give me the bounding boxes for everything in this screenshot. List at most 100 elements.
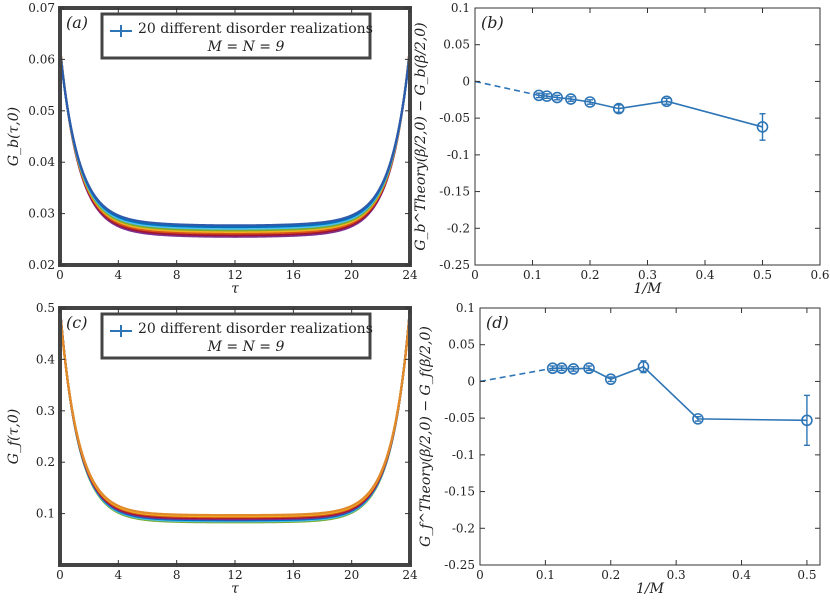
x-tick-label: 0.1 — [523, 268, 542, 282]
data-point — [546, 362, 559, 375]
y-tick-label: 0.3 — [36, 404, 55, 418]
panel-1: 0 0.1 0.2 0.3 0.4 0.5 0.6 0.1 0.05 0 -0.05 -0.1 -0.1… — [413, 1, 830, 297]
data-point — [756, 121, 769, 133]
x-tick-label: 0.3 — [638, 268, 657, 282]
x-axis-label: τ — [231, 581, 239, 597]
x-tick-label: 12 — [227, 268, 242, 282]
y-tick-label: 0.5 — [36, 301, 55, 315]
x-tick-label: 12 — [227, 568, 242, 582]
series-line — [60, 48, 410, 233]
panel-3: 0 0.1 0.2 0.3 0.4 0.5 0.1 0.05 0 -0.05 -0.1 -0.15 -0… — [418, 301, 821, 597]
plot-frame — [474, 7, 821, 266]
y-tick-label: 0.1 — [456, 301, 475, 315]
y-tick-label: -0.2 — [452, 521, 475, 535]
y-axis-label: G_f^Theory(β/2,0) − G_f(β/2,0) — [418, 326, 434, 547]
data-point — [801, 414, 813, 427]
y-tick-label: 0.03 — [28, 207, 55, 221]
data-point — [584, 96, 596, 108]
y-tick-label: -0.15 — [439, 185, 470, 199]
x-axis-label: 1/M — [636, 581, 665, 597]
y-tick-label: 0 — [467, 374, 475, 388]
data-point — [612, 102, 625, 115]
y-tick-label: -0.1 — [452, 448, 475, 462]
x-tick-label: 0 — [476, 568, 484, 582]
series-line — [60, 47, 410, 237]
panel-label: (d) — [486, 313, 509, 332]
x-tick-label: 24 — [402, 268, 418, 282]
panel-label: (b) — [481, 13, 504, 32]
y-tick-label: -0.25 — [439, 258, 470, 272]
data-point — [692, 413, 704, 425]
series-line — [538, 94, 763, 128]
legend-entry: M = N = 9 — [207, 39, 285, 55]
x-tick-label: 16 — [286, 268, 301, 282]
panel-label: (c) — [66, 313, 87, 332]
data-point — [583, 362, 595, 375]
data-point — [555, 362, 568, 375]
legend-entry: 20 different disorder realizations — [138, 321, 373, 337]
panel-label: (a) — [66, 13, 88, 32]
data-point — [660, 95, 673, 108]
data-point — [565, 93, 577, 105]
x-tick-label: 20 — [344, 268, 359, 282]
series-line — [552, 365, 807, 422]
curves-group — [60, 46, 410, 238]
x-tick-label: 0.4 — [732, 568, 751, 582]
x-tick-label: 24 — [402, 568, 418, 582]
plot-frame — [479, 307, 821, 566]
x-tick-label: 0.2 — [601, 568, 620, 582]
data-point — [567, 363, 580, 375]
y-tick-label: 0.4 — [36, 352, 55, 366]
y-tick-label: 0.1 — [36, 507, 55, 521]
x-tick-label: 8 — [173, 568, 181, 582]
y-tick-label: 0 — [462, 74, 470, 88]
y-tick-label: 0.2 — [36, 455, 55, 469]
y-tick-label: 0.05 — [28, 104, 55, 118]
data-point — [637, 360, 650, 373]
x-axis-label: 1/M — [634, 281, 663, 297]
x-tick-label: 0.3 — [667, 568, 686, 582]
series-line — [60, 46, 410, 238]
y-axis-label: G_f(τ,0) — [6, 409, 22, 464]
legend-entry: M = N = 9 — [207, 339, 285, 355]
y-axis-label: G_b^Theory(β/2,0) − G_b(β/2,0) — [413, 22, 429, 250]
panel-0: 0 4 8 12 16 20 24 0.02 0.03 0.04 0.05 0.06 0.07 τ G_b(… — [6, 1, 418, 297]
series-line — [60, 49, 410, 230]
x-tick-label: 0.2 — [580, 268, 599, 282]
legend-box — [100, 312, 372, 360]
x-tick-label: 4 — [115, 568, 123, 582]
y-tick-label: -0.15 — [444, 485, 475, 499]
series-line — [60, 50, 410, 227]
y-axis-label: G_b(τ,0) — [6, 107, 22, 166]
panel-2: 0 4 8 12 16 20 24 0.1 0.2 0.3 0.4 0.5 τ G_f(τ,0) (c) 20… — [6, 301, 418, 597]
extrapolation-line — [479, 367, 553, 383]
data-point — [551, 91, 563, 104]
x-tick-label: 0 — [56, 568, 64, 582]
y-tick-label: 0.04 — [28, 155, 55, 169]
y-tick-label: 0.06 — [28, 52, 55, 66]
x-tick-label: 0.1 — [536, 568, 555, 582]
data-point — [533, 89, 545, 102]
series-line — [60, 49, 410, 232]
legend-box — [100, 12, 372, 60]
series-line — [60, 47, 410, 235]
curves-group — [60, 308, 410, 524]
series-line — [60, 311, 410, 517]
y-tick-label: 0.05 — [448, 338, 475, 352]
y-tick-label: 0.02 — [28, 258, 55, 272]
x-tick-label: 0.4 — [695, 268, 714, 282]
y-tick-label: 0.05 — [443, 38, 470, 52]
x-axis-label: τ — [231, 281, 239, 297]
y-tick-label: 0.1 — [451, 1, 470, 15]
x-tick-label: 4 — [115, 268, 123, 282]
x-tick-label: 20 — [344, 568, 359, 582]
x-tick-label: 0.5 — [753, 268, 772, 282]
extrapolation-line — [474, 80, 540, 97]
y-tick-label: -0.05 — [444, 411, 475, 425]
y-tick-label: -0.05 — [439, 111, 470, 125]
y-tick-label: -0.1 — [447, 148, 470, 162]
legend-entry: 20 different disorder realizations — [138, 21, 373, 37]
x-tick-label: 0.5 — [797, 568, 816, 582]
y-tick-label: -0.25 — [444, 558, 475, 572]
